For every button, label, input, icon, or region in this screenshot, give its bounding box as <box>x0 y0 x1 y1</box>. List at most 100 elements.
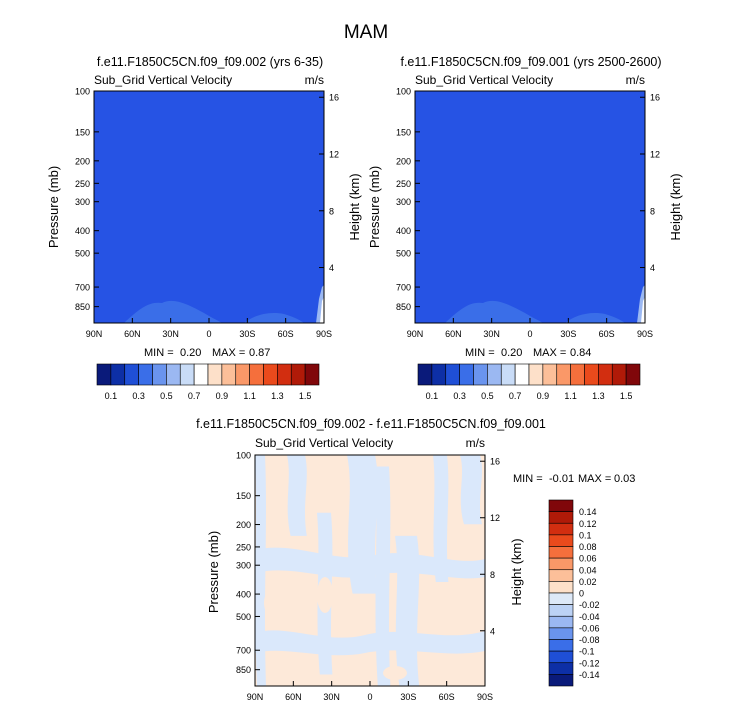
colorbar-box <box>548 569 574 582</box>
colorbar-label: 0.02 <box>579 577 597 587</box>
panel-1-subtitle: Sub_Grid Vertical Velocity <box>94 73 232 87</box>
colorbar-label: 0.14 <box>579 507 597 517</box>
field-positive-blob <box>317 577 333 613</box>
colorbar-box <box>473 363 488 386</box>
panel-3-ylabel: Pressure (mb) <box>206 531 221 613</box>
xtick-label: 60N <box>285 692 302 702</box>
colorbar-box <box>548 650 574 664</box>
ytick-label-left: 250 <box>236 542 251 552</box>
colorbar-box <box>548 581 574 594</box>
colorbar-box <box>548 546 574 559</box>
colorbar-label: 0.1 <box>426 391 439 401</box>
colorbar-label: 1.1 <box>243 391 256 401</box>
xtick-label: 30S <box>239 329 255 339</box>
colorbar-box <box>304 363 320 386</box>
panel-3: f.e11.F1850C5CN.f09_f09.002 - f.e11.F185… <box>196 417 635 702</box>
xtick-label: 90S <box>477 692 493 702</box>
colorbar-box <box>542 363 558 386</box>
ytick-label-left: 700 <box>75 283 90 293</box>
field-negative-region <box>433 455 449 583</box>
ytick-label-left: 100 <box>396 87 411 97</box>
panel-1-field <box>94 91 324 323</box>
colorbar-box <box>263 363 278 386</box>
panel-3-min-value: -0.01 <box>549 473 574 485</box>
colorbar-box <box>556 363 571 386</box>
colorbar-box <box>124 363 139 386</box>
xtick-label: 0 <box>527 329 532 339</box>
field-pole-white <box>641 297 645 323</box>
field-positive-blob <box>383 666 407 680</box>
xtick-label: 0 <box>367 692 372 702</box>
colorbar-label: 0.06 <box>579 554 597 564</box>
colorbar-label: 0.5 <box>160 391 173 401</box>
colorbar-label: -0.08 <box>579 635 600 645</box>
panel-1-max-value: 0.87 <box>249 347 270 359</box>
colorbar-box <box>487 363 502 386</box>
colorbar-label: 0.12 <box>579 519 597 529</box>
field-positive-blob <box>441 661 461 677</box>
panel-1-ylabel: Pressure (mb) <box>46 166 61 248</box>
xtick-label: 30N <box>162 329 179 339</box>
colorbar-label: -0.06 <box>579 623 600 633</box>
xtick-label: 0 <box>206 329 211 339</box>
field-pole-white <box>320 297 324 323</box>
panel-2-field <box>415 91 645 323</box>
colorbar-box <box>548 604 574 617</box>
colorbar-panel-1: 0.1 0.3 0.5 0.7 0.9 1.1 1.3 1.5 <box>96 363 320 401</box>
ytick-label-left: 700 <box>236 646 251 656</box>
colorbar-label: 0.9 <box>537 391 550 401</box>
colorbar-box <box>548 674 574 687</box>
ytick-label-left: 100 <box>236 451 251 461</box>
xtick-label: 60S <box>599 329 615 339</box>
xtick-label: 60S <box>439 692 455 702</box>
field-bump-north <box>445 300 543 323</box>
ytick-label-right: 8 <box>650 206 655 216</box>
colorbar-panel-2: 0.1 0.3 0.5 0.7 0.9 1.1 1.3 1.5 <box>417 363 641 401</box>
panel-2-max-value: 0.84 <box>570 347 591 359</box>
field-positive-blob <box>406 499 420 531</box>
ytick-label-left: 300 <box>396 197 411 207</box>
colorbar-label: 0.5 <box>481 391 494 401</box>
ytick-label-left: 500 <box>75 249 90 259</box>
ytick-label-left: 200 <box>75 156 90 166</box>
colorbar-label: 0.7 <box>509 391 522 401</box>
colorbar-box <box>548 557 574 571</box>
xtick-label: 90N <box>86 329 103 339</box>
colorbar-box <box>548 511 574 524</box>
ytick-label-left: 300 <box>236 561 251 571</box>
panel-1-ylabel-right: Height (km) <box>347 173 362 240</box>
xtick-label: 30N <box>323 692 340 702</box>
colorbar-box <box>235 363 250 386</box>
panel-3-units: m/s <box>466 436 485 450</box>
ytick-label-left: 250 <box>75 179 90 189</box>
colorbar-box <box>611 363 627 386</box>
ytick-label-right: 4 <box>650 263 655 273</box>
colorbar-label: 0.1 <box>105 391 118 401</box>
panel-3-max-value: 0.03 <box>614 473 635 485</box>
field-base <box>94 91 324 323</box>
colorbar-label: 1.1 <box>564 391 577 401</box>
field-positive-blob <box>264 589 282 617</box>
ytick-label-left: 250 <box>396 179 411 189</box>
colorbar-label: 0.3 <box>132 391 145 401</box>
panel-2-axes: 100 150 200 250 300 400 500 700 850 16 12 8 4 90N 60N 3… <box>396 87 660 340</box>
ytick-label-left: 150 <box>236 491 251 501</box>
panel-1-units: m/s <box>305 73 324 87</box>
page-title: MAM <box>344 22 388 43</box>
field-base <box>415 91 645 323</box>
colorbar-box <box>548 662 574 675</box>
panel-3-axes: 100 150 200 250 300 400 500 700 850 16 12 8 4 90N 60N 3… <box>236 451 500 703</box>
colorbar-label: 1.3 <box>271 391 284 401</box>
xtick-label: 90N <box>247 692 264 702</box>
colorbar-box <box>548 592 574 605</box>
xtick-label: 60N <box>124 329 141 339</box>
colorbar-box <box>179 363 195 386</box>
ytick-label-left: 850 <box>396 302 411 312</box>
colorbar-box <box>277 363 292 386</box>
field-bump-south <box>244 313 304 323</box>
panel-3-title: f.e11.F1850C5CN.f09_f09.002 - f.e11.F185… <box>196 417 546 431</box>
panel-2-title: f.e11.F1850C5CN.f09_f09.001 (yrs 2500-26… <box>400 55 661 69</box>
panel-3-ylabel-right: Height (km) <box>509 538 524 605</box>
colorbar-label: 0.3 <box>453 391 466 401</box>
